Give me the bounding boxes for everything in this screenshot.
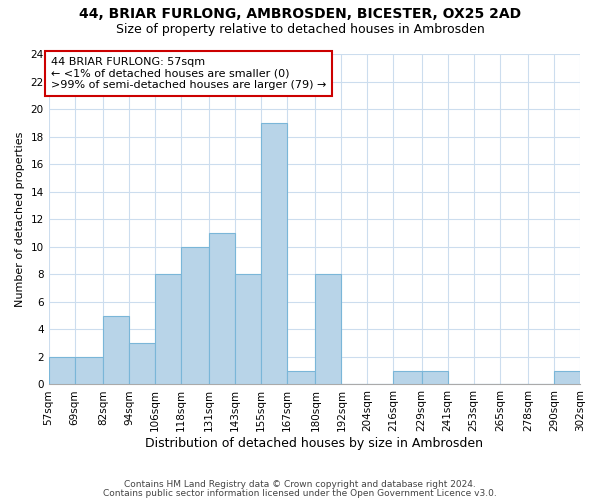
Text: Size of property relative to detached houses in Ambrosden: Size of property relative to detached ho…	[116, 22, 484, 36]
Y-axis label: Number of detached properties: Number of detached properties	[15, 132, 25, 307]
Text: Contains HM Land Registry data © Crown copyright and database right 2024.: Contains HM Land Registry data © Crown c…	[124, 480, 476, 489]
Bar	[235, 274, 261, 384]
Bar	[554, 370, 580, 384]
Bar	[49, 357, 74, 384]
Bar	[181, 247, 209, 384]
Bar	[287, 370, 316, 384]
X-axis label: Distribution of detached houses by size in Ambrosden: Distribution of detached houses by size …	[145, 437, 484, 450]
Text: 44 BRIAR FURLONG: 57sqm
← <1% of detached houses are smaller (0)
>99% of semi-de: 44 BRIAR FURLONG: 57sqm ← <1% of detache…	[51, 57, 326, 90]
Bar	[155, 274, 181, 384]
Bar	[422, 370, 448, 384]
Text: 44, BRIAR FURLONG, AMBROSDEN, BICESTER, OX25 2AD: 44, BRIAR FURLONG, AMBROSDEN, BICESTER, …	[79, 8, 521, 22]
Bar	[394, 370, 422, 384]
Text: Contains public sector information licensed under the Open Government Licence v3: Contains public sector information licen…	[103, 488, 497, 498]
Bar	[316, 274, 341, 384]
Bar	[74, 357, 103, 384]
Bar	[129, 343, 155, 384]
Bar	[261, 123, 287, 384]
Bar	[209, 233, 235, 384]
Bar	[103, 316, 129, 384]
